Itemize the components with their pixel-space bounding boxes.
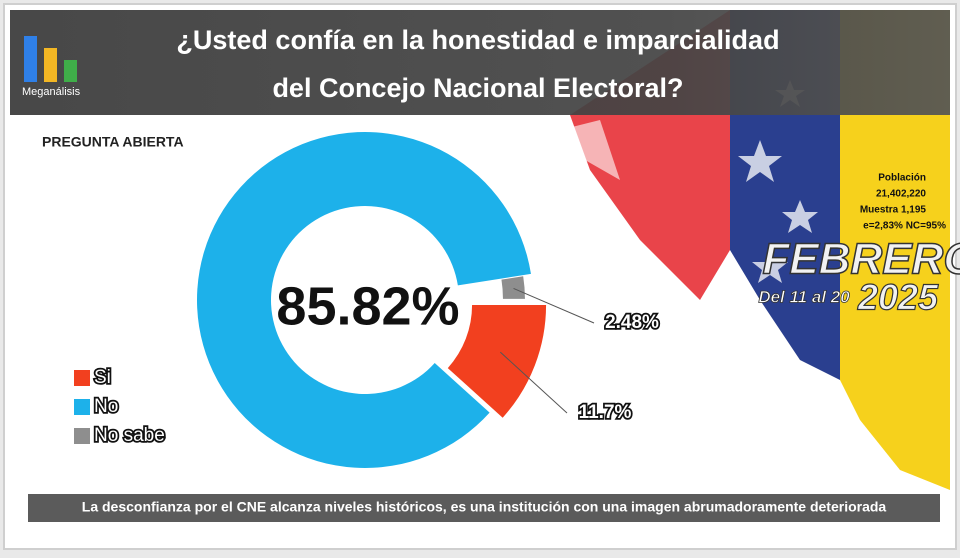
brand: Meganálisis <box>22 86 81 98</box>
title-line: del Concejo Nacional Electoral? <box>272 73 683 103</box>
donut-slice <box>447 305 547 418</box>
value-label: 85.82% <box>276 276 459 336</box>
legend-label: Si <box>94 367 111 388</box>
donut-slice <box>501 276 525 299</box>
legend-label: No sabe <box>94 425 165 446</box>
header-band <box>10 10 950 115</box>
population-label: Población <box>878 173 926 184</box>
date-range: Del 11 al 20 <box>758 287 850 306</box>
donut-slice <box>197 132 531 469</box>
title-line: ¿Usted confía en la honestidad e imparci… <box>176 25 779 55</box>
legend-label: No <box>94 396 118 417</box>
value-label: 11.7% <box>579 402 632 423</box>
year: 2025 <box>857 277 939 318</box>
leader-line <box>513 287 595 324</box>
logo <box>24 36 77 82</box>
donut-chart: 11.7% 85.82% 2.48% Si No No sabe <box>74 132 661 469</box>
legend-swatch <box>74 428 90 444</box>
sample-size: Muestra 1,195 <box>860 205 927 216</box>
legend-swatch <box>74 399 90 415</box>
legend-swatch <box>74 370 90 386</box>
month: FEBRERO <box>762 235 960 284</box>
population: 21,402,220 <box>876 189 926 200</box>
leader-line <box>499 351 568 414</box>
footer: La desconfianza por el CNE alcanza nivel… <box>82 499 887 515</box>
error-margin: e=2,83% NC=95% <box>863 221 946 232</box>
value-label: 2.48% <box>605 312 659 333</box>
subtitle: PREGUNTA ABIERTA <box>42 134 184 150</box>
footer-band <box>28 494 940 522</box>
